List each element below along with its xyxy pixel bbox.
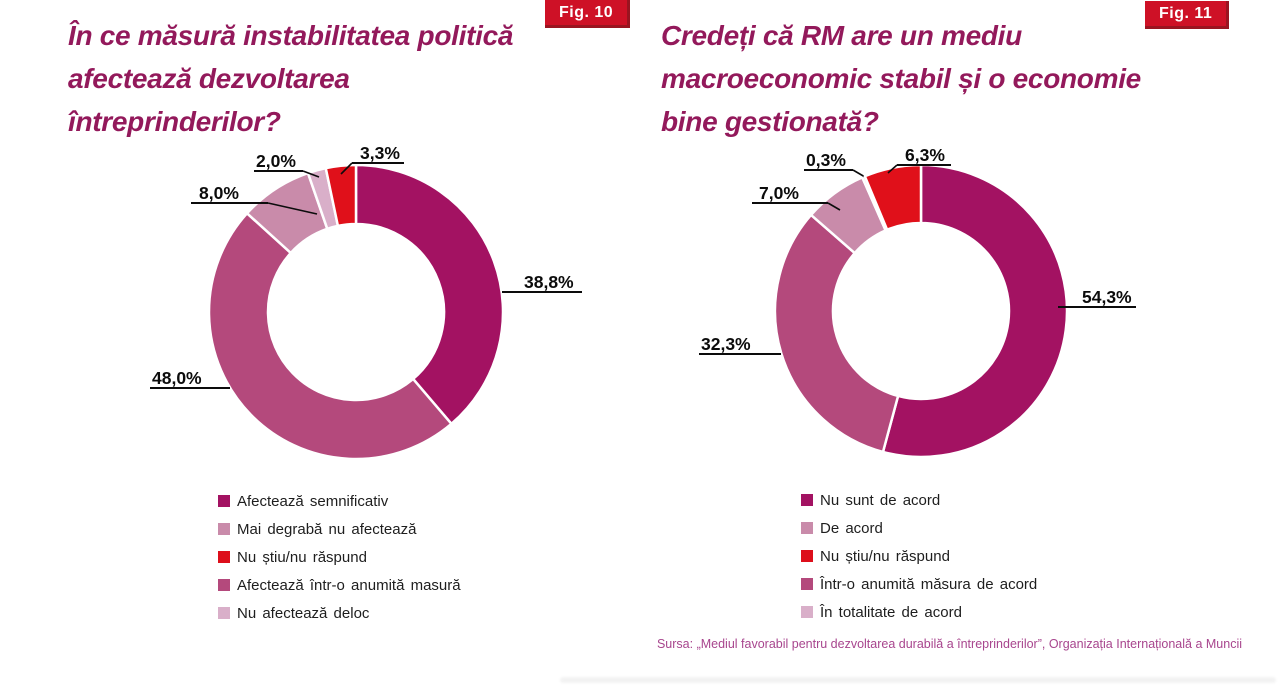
legend-label: Nu afectează deloc <box>237 604 370 622</box>
donut-slice <box>809 176 887 255</box>
donut-slice <box>881 163 1069 459</box>
page-edge-artifact <box>560 677 1276 683</box>
legend-swatch <box>218 523 230 535</box>
legend-swatch <box>801 494 813 506</box>
figure10-title-line1: În ce măsură instabilitatea politică <box>68 20 514 51</box>
donut-slice <box>861 174 889 232</box>
legend-item: În totalitate de acord <box>801 598 1037 626</box>
legend-label: Nu știu/nu răspund <box>820 547 950 565</box>
legend-swatch <box>218 495 230 507</box>
legend-swatch <box>801 550 813 562</box>
legend-swatch <box>218 551 230 563</box>
label-leader-diagonal <box>852 169 866 178</box>
legend-swatch <box>801 606 813 618</box>
legend-item: Într-o anumită măsura de acord <box>801 570 1037 598</box>
slice-percent-label: 0,3% <box>806 150 846 170</box>
figure11-title-line2: macroeconomic stabil și o economie <box>661 63 1141 94</box>
slice-percent-label: 38,8% <box>524 272 574 292</box>
slice-percent-label: 48,0% <box>152 368 202 388</box>
figure11-title: Credeți că RM are un mediu macroeconomic… <box>661 14 1181 143</box>
legend-item: Nu știu/nu răspund <box>801 542 1037 570</box>
donut-chart-fig11: 54,3% 32,3% 7,0% 0,3% 6,3% <box>699 145 1136 459</box>
legend-item: Mai degrabă nu afectează <box>218 515 461 543</box>
legend-label: Într-o anumită măsura de acord <box>820 575 1038 593</box>
legend-label: Nu sunt de acord <box>820 491 941 509</box>
slice-percent-label: 54,3% <box>1082 287 1132 307</box>
label-leader-diagonal <box>302 170 320 178</box>
label-leader-diagonal <box>887 164 898 174</box>
legend-item: Nu știu/nu răspund <box>218 543 461 571</box>
donut-slice <box>207 212 453 461</box>
donut-slice <box>245 171 329 255</box>
figure10-title-line3: întreprinderilor? <box>68 106 281 137</box>
legend-fig10: Afectează semnificativ Mai degrabă nu af… <box>218 487 461 627</box>
legend-label: Mai degrabă nu afectează <box>237 520 417 538</box>
figure11-title-line1: Credeți că RM are un mediu <box>661 20 1022 51</box>
legend-fig11: Nu sunt de acord De acord Nu știu/nu răs… <box>801 486 1037 626</box>
slice-percent-label: 32,3% <box>701 334 751 354</box>
figure11-badge: Fig. 11 <box>1145 1 1230 29</box>
label-leader-diagonal <box>267 202 318 215</box>
legend-swatch <box>801 522 813 534</box>
donut-slice <box>324 163 358 228</box>
slice-percent-label: 8,0% <box>199 183 239 203</box>
source-note: Sursa: „Mediul favorabil pentru dezvolta… <box>656 637 1242 651</box>
legend-item: Nu afectează deloc <box>218 599 461 627</box>
donut-slice <box>773 213 900 454</box>
figure10-title-line2: afectează dezvoltarea <box>68 63 350 94</box>
legend-label: De acord <box>820 519 883 537</box>
legend-label: Afectează într-o anumită masură <box>237 576 461 594</box>
donut-slice <box>354 163 505 426</box>
legend-label: Afectează semnificativ <box>237 492 389 510</box>
slice-percent-label: 6,3% <box>905 145 945 165</box>
slice-percent-label: 2,0% <box>256 151 296 171</box>
legend-item: Nu sunt de acord <box>801 486 1037 514</box>
legend-swatch <box>218 607 230 619</box>
figure10-title: În ce măsură instabilitatea politică afe… <box>68 14 568 143</box>
slice-percent-label: 7,0% <box>759 183 799 203</box>
legend-item: De acord <box>801 514 1037 542</box>
legend-swatch <box>218 579 230 591</box>
legend-swatch <box>801 578 813 590</box>
figure11-title-line3: bine gestionată? <box>661 106 879 137</box>
label-leader-diagonal <box>827 202 841 211</box>
legend-label: În totalitate de acord <box>820 603 962 621</box>
figure10-badge: Fig. 10 <box>545 0 631 28</box>
donut-chart-fig10: 38,8% 48,0% 8,0% 2,0% 3,3% <box>150 143 582 461</box>
label-leader-diagonal <box>340 162 353 175</box>
legend-item: Afectează semnificativ <box>218 487 461 515</box>
slice-percent-label: 3,3% <box>360 143 400 163</box>
donut-slice <box>863 163 923 232</box>
donut-slice <box>306 166 340 231</box>
legend-item: Afectează într-o anumită masură <box>218 571 461 599</box>
legend-label: Nu știu/nu răspund <box>237 548 367 566</box>
